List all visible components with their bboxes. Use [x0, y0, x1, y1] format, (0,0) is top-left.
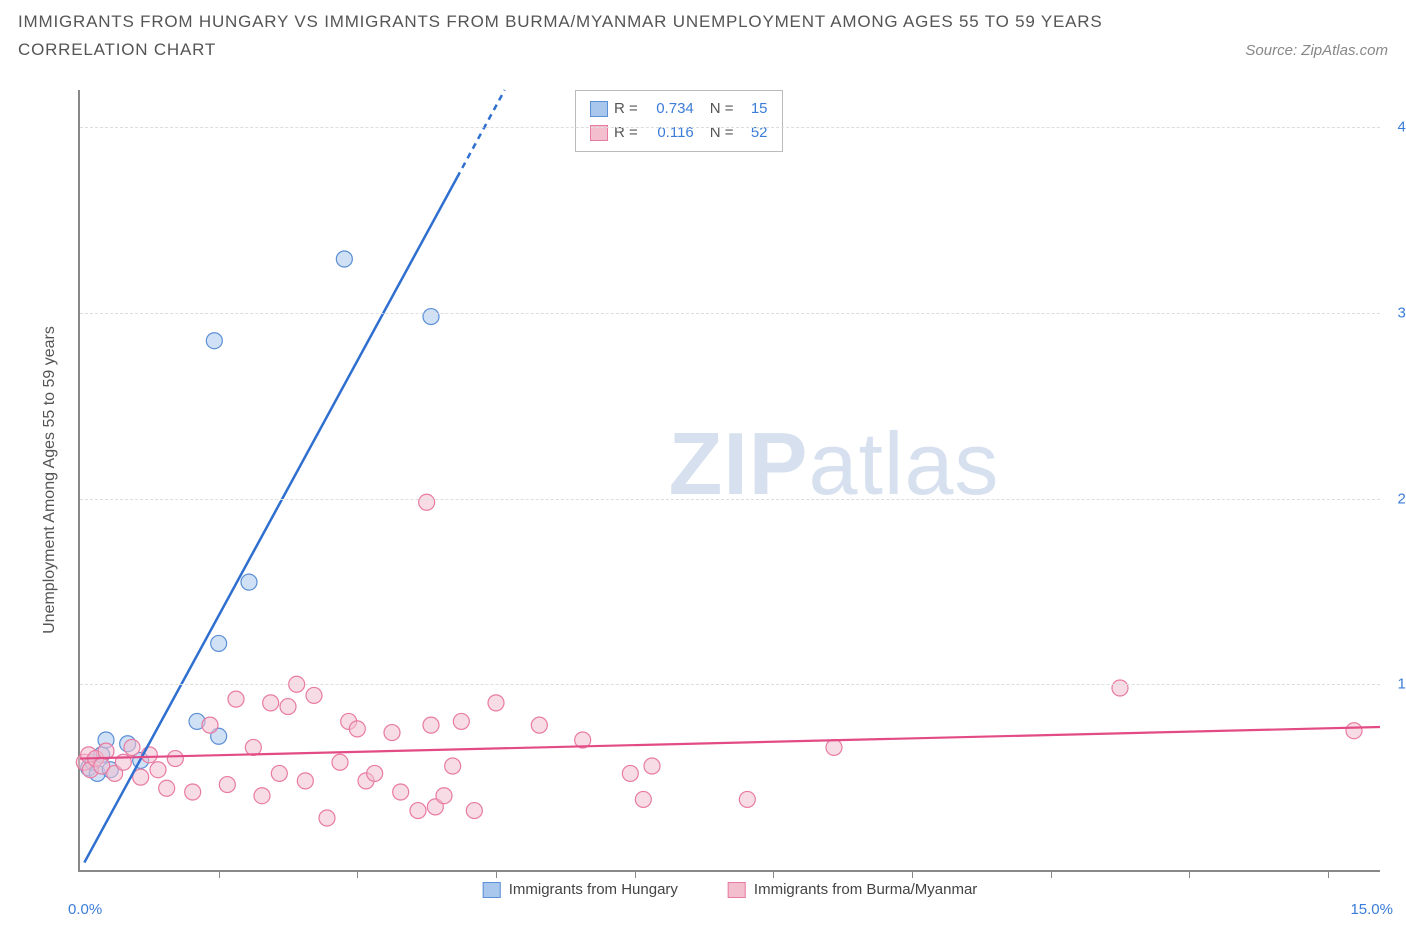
correlation-stats-box: R = 0.734N = 15R = 0.116N = 52 — [575, 90, 783, 152]
legend-item-burma: Immigrants from Burma/Myanmar — [728, 881, 977, 898]
x-tick — [496, 870, 497, 878]
x-tick — [1328, 870, 1329, 878]
series-legend: Immigrants from Hungary Immigrants from … — [483, 881, 978, 898]
legend-item-hungary: Immigrants from Hungary — [483, 881, 678, 898]
gridline-h — [80, 313, 1380, 314]
x-tick — [1051, 870, 1052, 878]
plot-region: ZIPatlas Unemployment Among Ages 55 to 5… — [78, 90, 1380, 872]
y-tick-label: 40.0% — [1385, 119, 1406, 136]
gridline-h — [80, 127, 1380, 128]
chart-svg — [80, 90, 1380, 870]
x-axis-min-label: 0.0% — [68, 901, 102, 918]
stat-row: R = 0.734N = 15 — [590, 97, 768, 121]
source-name: ZipAtlas.com — [1301, 42, 1388, 59]
y-axis-title: Unemployment Among Ages 55 to 59 years — [41, 326, 59, 634]
chart-title-line2: Correlation Chart — [18, 40, 216, 60]
x-tick — [219, 870, 220, 878]
y-tick-label: 30.0% — [1385, 304, 1406, 321]
legend-swatch-hungary — [483, 882, 501, 898]
gridline-h — [80, 684, 1380, 685]
legend-label-burma: Immigrants from Burma/Myanmar — [754, 881, 977, 898]
chart-header: Immigrants from Hungary vs Immigrants fr… — [0, 0, 1406, 60]
y-tick-label: 10.0% — [1385, 676, 1406, 693]
x-tick — [1189, 870, 1190, 878]
stat-row: R = 0.116N = 52 — [590, 121, 768, 145]
y-tick-label: 20.0% — [1385, 490, 1406, 507]
source-prefix: Source: — [1245, 42, 1301, 59]
x-tick — [912, 870, 913, 878]
x-tick — [635, 870, 636, 878]
gridline-h — [80, 499, 1380, 500]
x-tick — [773, 870, 774, 878]
chart-source: Source: ZipAtlas.com — [1245, 42, 1388, 59]
x-axis-max-label: 15.0% — [1350, 901, 1393, 918]
chart-area: ZIPatlas Unemployment Among Ages 55 to 5… — [18, 90, 1388, 890]
chart-title-line1: Immigrants from Hungary vs Immigrants fr… — [18, 12, 1388, 32]
x-tick — [357, 870, 358, 878]
legend-swatch-burma — [728, 882, 746, 898]
legend-label-hungary: Immigrants from Hungary — [509, 881, 678, 898]
